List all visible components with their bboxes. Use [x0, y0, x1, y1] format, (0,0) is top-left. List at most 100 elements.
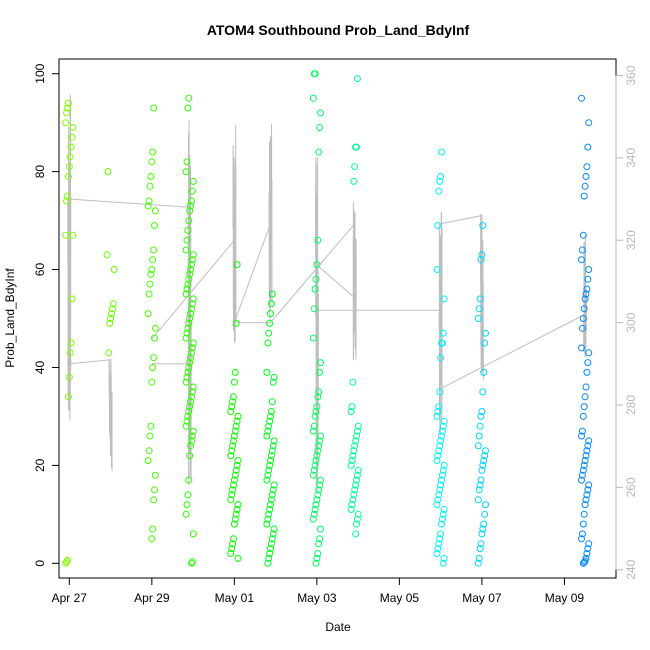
line-segment [314, 157, 319, 494]
line-segment [438, 211, 443, 436]
data-point [315, 388, 323, 396]
data-point [267, 540, 275, 548]
data-point [314, 491, 322, 499]
data-point [145, 290, 153, 298]
data-point [474, 442, 482, 450]
data-point [68, 295, 76, 303]
data-point [583, 368, 591, 376]
data-point [585, 481, 593, 489]
data-point [353, 471, 361, 479]
data-point [433, 457, 441, 464]
data-point [310, 305, 318, 313]
data-point [182, 246, 190, 254]
line-connector [69, 198, 190, 208]
data-point [476, 295, 484, 303]
data-point [232, 319, 240, 327]
data-point [353, 143, 360, 151]
data-point [581, 457, 589, 464]
data-point [230, 432, 238, 440]
data-point [436, 486, 444, 494]
data-point [474, 559, 482, 567]
data-point [437, 173, 445, 180]
data-point [148, 266, 156, 273]
data-point [437, 354, 445, 362]
data-point [270, 525, 278, 533]
data-point [230, 520, 238, 528]
data-point [351, 486, 359, 494]
y-tick-label: 80 [33, 165, 47, 179]
data-point [348, 403, 356, 411]
data-point [263, 432, 271, 440]
data-point [585, 119, 593, 127]
data-point [265, 422, 273, 430]
x-tick-label: May 03 [297, 591, 337, 605]
data-point [230, 481, 237, 489]
data-point [475, 486, 483, 494]
data-point [230, 437, 237, 445]
data-point [434, 408, 442, 415]
data-point [583, 550, 591, 557]
data-point [232, 510, 240, 518]
data-point [314, 393, 322, 401]
data-point [182, 168, 190, 176]
data-point [267, 300, 275, 308]
data-point [267, 412, 274, 420]
data-point [63, 558, 71, 566]
data-point [438, 515, 446, 523]
data-point [187, 202, 195, 210]
data-point [188, 256, 196, 264]
data-point [69, 231, 77, 239]
data-point [264, 471, 272, 479]
x-axis: Apr 27 Apr 29 May 01 May 03 May 05 May 07 May … [52, 577, 584, 605]
data-point [267, 310, 274, 318]
data-point [351, 442, 359, 450]
data-point [578, 476, 585, 484]
data-point [185, 275, 193, 283]
data-point [232, 466, 240, 474]
data-point [109, 300, 117, 308]
data-point [183, 236, 191, 244]
data-point [479, 222, 487, 229]
data-point [583, 285, 591, 293]
data-point [314, 236, 322, 244]
data-point [66, 153, 74, 161]
data-point [580, 305, 588, 313]
data-point [353, 515, 361, 523]
data-point [352, 481, 360, 489]
data-point [182, 334, 190, 342]
data-point [578, 344, 585, 352]
data-point [104, 168, 112, 176]
y-tick-label: 100 [33, 63, 47, 83]
x-tick-label: May 01 [215, 591, 255, 605]
data-point [234, 554, 242, 562]
data-point [66, 349, 74, 357]
data-point [151, 486, 158, 494]
data-point [185, 319, 193, 327]
data-point [147, 270, 155, 278]
data-point [145, 197, 153, 205]
right-axis-tick-label: 260 [624, 477, 638, 497]
data-point [233, 461, 241, 469]
right-axis-series [67, 94, 588, 494]
data-point [349, 378, 357, 386]
data-point [347, 506, 355, 513]
data-point [266, 506, 274, 513]
data-point [64, 556, 71, 564]
right-axis-tick-label: 240 [624, 559, 638, 579]
data-point [478, 530, 486, 538]
data-point [183, 501, 191, 509]
data-point [144, 202, 152, 210]
x-tick-label: May 05 [380, 591, 420, 605]
data-point [354, 466, 362, 474]
right-axis-tick-label: 300 [624, 312, 638, 332]
data-point [437, 530, 445, 538]
data-point [578, 535, 585, 543]
data-point [148, 158, 156, 166]
data-point [583, 163, 591, 171]
data-point [313, 496, 321, 504]
data-point [189, 383, 197, 391]
data-point [64, 99, 72, 107]
data-point [578, 530, 586, 538]
data-point [188, 437, 195, 445]
data-point [434, 496, 442, 504]
